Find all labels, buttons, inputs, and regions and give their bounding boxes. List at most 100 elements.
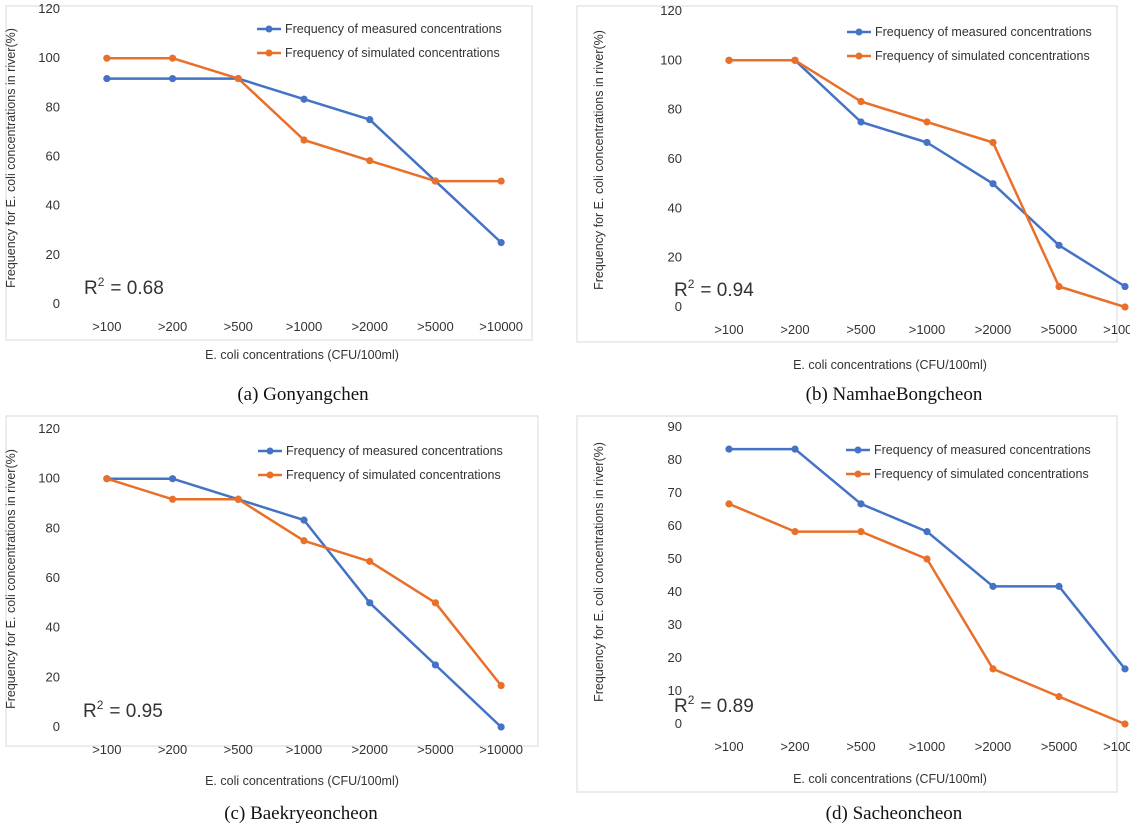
y-axis-title: Frequency for E. coli concentrations in … <box>592 442 606 702</box>
x-tick-label: >10000 <box>1103 739 1130 754</box>
data-point-measured <box>168 475 177 483</box>
y-tick-label: 100 <box>38 50 60 65</box>
y-tick-label: 100 <box>660 52 682 67</box>
data-point-simulated <box>791 56 799 64</box>
y-tick-label: 20 <box>668 650 682 665</box>
plot-frame <box>576 415 1118 793</box>
r-squared-annotation: R2 = 0.68 <box>84 275 164 299</box>
data-point-simulated <box>168 54 177 62</box>
series-lines <box>106 477 503 728</box>
data-point-measured <box>923 528 931 536</box>
series-line-measured <box>729 59 1126 288</box>
data-point-measured <box>300 95 308 103</box>
data-point-simulated <box>989 665 997 673</box>
x-axis-title: E. coli concentrations (CFU/100ml) <box>793 772 987 786</box>
series-points <box>103 54 505 247</box>
data-point-measured <box>725 445 733 453</box>
data-point-simulated <box>989 138 997 147</box>
y-tick-labels: 0 20 40 60 80 100 120 <box>38 1 60 311</box>
x-tick-label: >500 <box>224 742 253 757</box>
data-point-simulated <box>725 56 733 64</box>
r-squared-annotation: R2 = 0.95 <box>83 698 163 722</box>
y-tick-label: 100 <box>38 471 60 486</box>
y-tick-label: 60 <box>46 570 60 585</box>
series-line-simulated <box>729 59 1126 309</box>
panel-caption: (c) Baekryeoncheon <box>224 803 378 824</box>
x-tick-label: >10000 <box>1103 322 1130 337</box>
y-tick-label: 20 <box>46 247 60 262</box>
r2-label: R <box>83 701 97 722</box>
r2-superscript: 2 <box>97 698 104 712</box>
y-tick-label: 0 <box>675 716 682 731</box>
r2-value: = 0.89 <box>700 696 753 717</box>
plot-frame <box>576 5 1118 343</box>
y-tick-label: 0 <box>53 719 60 734</box>
y-tick-label: 120 <box>38 1 60 16</box>
data-point-simulated <box>725 500 733 508</box>
r2-label: R <box>84 278 98 299</box>
x-tick-labels: >100 >200 >500 >1000 >2000 >5000 >10000 <box>714 322 1130 337</box>
x-axis-title: E. coli concentrations (CFU/100ml) <box>205 774 399 788</box>
y-tick-label: 80 <box>46 99 60 114</box>
y-tick-label: 70 <box>668 485 682 500</box>
data-point-measured <box>497 723 505 731</box>
data-point-simulated <box>497 177 505 185</box>
legend-label-measured: Frequency of measured concentrations <box>874 443 1091 457</box>
legend: Frequency of measured concentrations Fre… <box>846 443 1091 481</box>
legend-label-simulated: Frequency of simulated concentrations <box>286 468 501 482</box>
data-point-measured <box>989 180 997 188</box>
data-point-measured <box>791 445 799 453</box>
x-tick-labels: >100 >200 >500 >1000 >2000 >5000 >10000 <box>92 742 523 757</box>
y-tick-label: 80 <box>668 452 682 467</box>
y-tick-labels: 0 10 20 30 40 50 60 70 80 90 <box>668 419 682 731</box>
data-point-simulated <box>857 97 865 106</box>
y-tick-label: 20 <box>46 669 60 684</box>
r2-superscript: 2 <box>688 277 695 291</box>
x-tick-label: >500 <box>846 322 875 337</box>
x-axis-title: E. coli concentrations (CFU/100ml) <box>205 348 399 362</box>
x-tick-label: >100 <box>714 322 743 337</box>
x-tick-label: >1000 <box>909 739 946 754</box>
data-point-measured <box>989 582 997 590</box>
y-tick-label: 90 <box>668 419 682 434</box>
x-tick-label: >2000 <box>975 322 1012 337</box>
data-point-simulated <box>300 136 308 144</box>
panel-caption: (a) Gonyangchen <box>237 384 369 405</box>
legend-marker-simulated <box>855 52 863 60</box>
r2-value: = 0.94 <box>700 280 754 301</box>
data-point-measured <box>168 74 177 83</box>
data-point-simulated <box>1121 303 1129 311</box>
y-axis-title: Frequency for E. coli concentrations in … <box>4 28 18 288</box>
x-tick-label: >500 <box>224 319 253 334</box>
chart-panel-c: 0 20 40 60 80 100 120 >100 >200 >500 >1000 >2000 >5… <box>0 412 565 824</box>
x-tick-label: >2000 <box>975 739 1012 754</box>
data-point-simulated <box>791 528 799 536</box>
data-point-simulated <box>103 475 111 483</box>
data-point-measured <box>366 599 374 607</box>
legend: Frequency of measured concentrations Fre… <box>257 22 502 60</box>
series-points <box>103 475 505 731</box>
legend-label-measured: Frequency of measured concentrations <box>286 444 503 458</box>
x-tick-label: >5000 <box>417 319 454 334</box>
y-tick-label: 30 <box>668 617 682 632</box>
data-point-measured <box>1055 241 1063 249</box>
x-tick-label: >10000 <box>479 319 523 334</box>
data-point-measured <box>431 661 440 669</box>
y-tick-label: 0 <box>53 296 60 311</box>
r2-value: = 0.68 <box>110 278 163 299</box>
y-axis-title: Frequency for E. coli concentrations in … <box>592 30 606 290</box>
x-tick-label: >500 <box>846 739 875 754</box>
y-tick-label: 120 <box>38 421 60 436</box>
data-point-measured <box>923 138 931 147</box>
x-tick-label: >5000 <box>417 742 454 757</box>
x-tick-label: >100 <box>92 319 121 334</box>
legend-marker-simulated <box>265 49 273 57</box>
data-point-measured <box>497 238 505 247</box>
series-lines <box>728 447 1126 726</box>
legend-marker-measured <box>854 446 862 454</box>
x-tick-label: >1000 <box>286 319 323 334</box>
data-point-measured <box>1055 582 1063 590</box>
data-point-simulated <box>103 54 111 62</box>
x-tick-label: >5000 <box>1041 739 1078 754</box>
y-tick-label: 40 <box>46 620 60 635</box>
